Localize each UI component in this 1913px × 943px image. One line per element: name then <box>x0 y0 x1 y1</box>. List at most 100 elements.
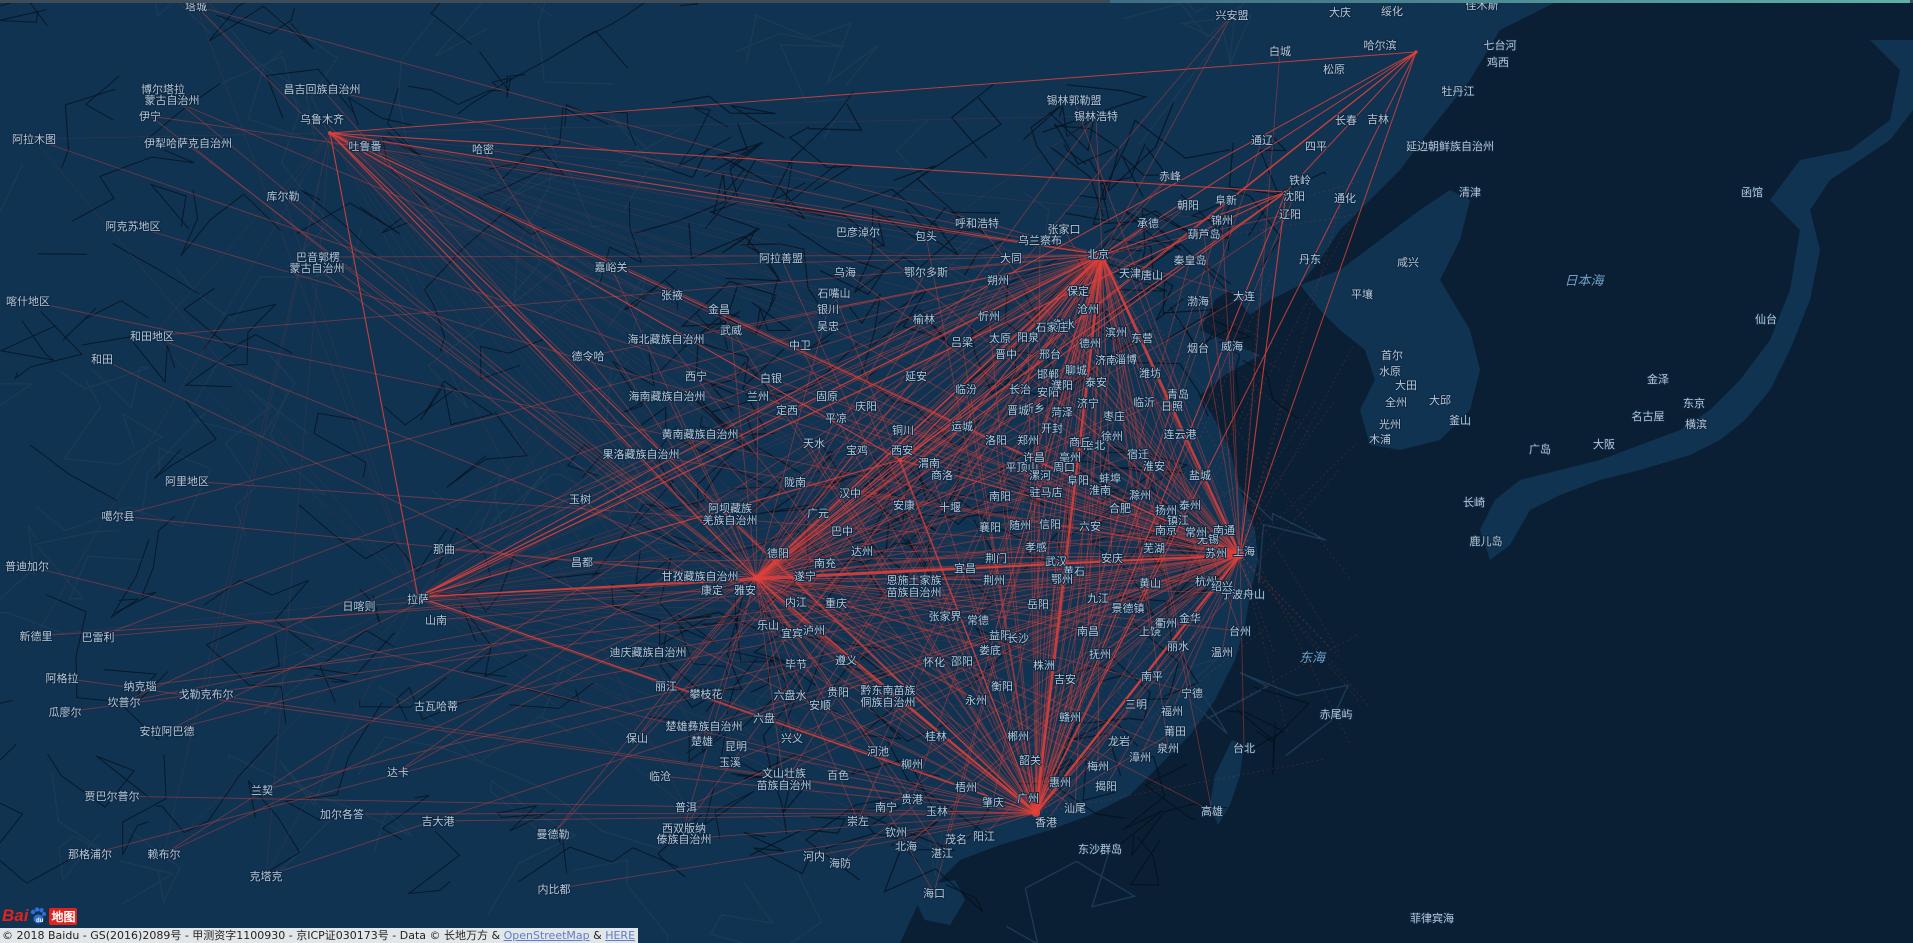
city-label[interactable]: 南昌 <box>1076 624 1100 639</box>
city-label[interactable]: 庆阳 <box>854 398 878 414</box>
hub-node-harbin[interactable] <box>1414 50 1418 54</box>
city-label[interactable]: 伊犁哈萨克自治州 <box>143 135 233 151</box>
city-label[interactable]: 丹东 <box>1298 252 1322 267</box>
city-label[interactable]: 秦皇岛 <box>1173 252 1208 268</box>
city-label[interactable]: 吕梁 <box>950 334 974 350</box>
city-label[interactable]: 阿拉木图 <box>11 131 57 147</box>
city-label[interactable]: 吐鲁番 <box>348 138 383 154</box>
city-label[interactable]: 七台河 <box>1483 37 1518 53</box>
city-label[interactable]: 娄底 <box>978 642 1002 658</box>
city-label[interactable]: 南平 <box>1140 669 1164 684</box>
city-label[interactable]: 全州 <box>1384 394 1408 410</box>
city-label[interactable]: 铜川 <box>891 422 915 438</box>
city-label[interactable]: 襄阳 <box>978 519 1002 535</box>
city-label[interactable]: 哈尔滨 <box>1363 37 1398 53</box>
city-label[interactable]: 雅安 <box>733 582 757 598</box>
city-label[interactable]: 大同 <box>999 250 1023 266</box>
city-label[interactable]: 金昌 <box>707 301 731 317</box>
city-label[interactable]: 宿迁 <box>1126 446 1150 462</box>
city-label[interactable]: 达州 <box>850 544 874 559</box>
city-label[interactable]: 连云港 <box>1163 427 1198 442</box>
city-label[interactable]: 常德 <box>966 612 990 628</box>
city-label[interactable]: 延边朝鲜族自治州 <box>1405 138 1495 154</box>
city-label[interactable]: 大庆 <box>1328 4 1352 20</box>
city-label[interactable]: 孝感 <box>1024 540 1048 555</box>
city-label[interactable]: 塔城 <box>184 0 208 14</box>
city-label[interactable]: 北京 <box>1086 246 1110 262</box>
city-label[interactable]: 南京 <box>1154 522 1178 538</box>
city-label[interactable]: 无锡 <box>1196 531 1220 547</box>
city-label[interactable]: 丽水 <box>1166 639 1190 654</box>
city-label[interactable]: 保山 <box>625 730 649 746</box>
city-label[interactable]: 昌吉回族自治州 <box>283 81 362 97</box>
city-label[interactable]: 临沂 <box>1132 394 1156 410</box>
city-label[interactable]: 安康 <box>892 497 916 513</box>
city-label[interactable]: 银川 <box>816 301 840 317</box>
city-label[interactable]: 荆门 <box>984 550 1008 566</box>
city-label[interactable]: 安庆 <box>1100 550 1124 566</box>
city-label[interactable]: 广州 <box>1016 791 1040 806</box>
city-label[interactable]: 天津 <box>1118 266 1142 281</box>
city-label[interactable]: 陇南 <box>783 474 807 490</box>
city-label[interactable]: 邢台 <box>1038 346 1062 362</box>
city-label[interactable]: 荆州 <box>982 573 1006 588</box>
city-label[interactable]: 梅州 <box>1086 758 1110 774</box>
city-label[interactable]: 平壤 <box>1350 286 1374 302</box>
city-label[interactable]: 海防 <box>828 855 852 871</box>
city-label[interactable]: 咸兴 <box>1396 255 1420 270</box>
city-label[interactable]: 锡林郭勒盟 <box>1046 92 1103 108</box>
city-label[interactable]: 光州 <box>1378 416 1402 432</box>
city-label[interactable]: 新乡 <box>1022 400 1046 416</box>
city-label[interactable]: 葫芦岛 <box>1187 226 1222 242</box>
city-label[interactable]: 拉萨 <box>406 591 430 607</box>
city-label[interactable]: 舟山 <box>1242 586 1266 602</box>
city-label[interactable]: 淮北 <box>1082 438 1106 453</box>
city-label[interactable]: 普迪加尔 <box>4 558 50 574</box>
city-label[interactable]: 宁德 <box>1180 685 1204 701</box>
city-label[interactable]: 兰契 <box>250 782 274 798</box>
city-label[interactable]: 保定 <box>1066 283 1090 299</box>
city-label[interactable]: 鸡西 <box>1486 54 1510 70</box>
city-label[interactable]: 烟台 <box>1186 340 1210 356</box>
city-label[interactable]: 武威 <box>719 323 743 338</box>
city-label[interactable]: 定西 <box>775 402 799 418</box>
city-label[interactable]: 傣族自治州 <box>656 831 713 847</box>
city-label[interactable]: 内江 <box>784 594 808 610</box>
city-label[interactable]: 黄石 <box>1062 563 1086 579</box>
city-label[interactable]: 玉树 <box>568 491 592 507</box>
city-label[interactable]: 漯河 <box>1028 468 1052 483</box>
city-label[interactable]: 河池 <box>866 744 890 759</box>
city-label[interactable]: 侗族自治州 <box>860 694 917 710</box>
city-label[interactable]: 大田 <box>1394 377 1418 393</box>
city-label[interactable]: 鄂州 <box>1050 572 1074 587</box>
city-label[interactable]: 常州 <box>1184 525 1208 540</box>
city-label[interactable]: 楚雄 <box>690 733 714 749</box>
city-label[interactable]: 阜新 <box>1214 192 1238 208</box>
city-label[interactable]: 晋城 <box>1006 403 1030 418</box>
city-label[interactable]: 乌兰察布 <box>1017 232 1063 248</box>
city-label[interactable]: 阿拉善盟 <box>758 250 804 266</box>
city-label[interactable]: 三明 <box>1124 697 1148 712</box>
city-label[interactable]: 锡林浩特 <box>1073 108 1119 124</box>
city-label[interactable]: 德州 <box>1078 335 1102 351</box>
city-label[interactable]: 木浦 <box>1368 432 1392 447</box>
city-label[interactable]: 重庆 <box>824 595 848 611</box>
city-label[interactable]: 巴彦淖尔 <box>835 224 881 240</box>
city-label[interactable]: 福州 <box>1160 703 1184 719</box>
city-label[interactable]: 枣庄 <box>1102 408 1126 424</box>
city-label[interactable]: 阿格拉 <box>45 670 80 686</box>
city-label[interactable]: 开封 <box>1040 420 1064 436</box>
city-label[interactable]: 东京 <box>1682 395 1706 411</box>
city-label[interactable]: 蒙古自治州 <box>144 92 201 108</box>
city-label[interactable]: 十堰 <box>938 499 962 515</box>
hub-node-chengdu[interactable] <box>752 574 760 582</box>
city-label[interactable]: 曼德勒 <box>536 826 571 842</box>
city-label[interactable]: 阿克苏地区 <box>105 219 162 234</box>
city-label[interactable]: 沧州 <box>1076 301 1100 317</box>
city-label[interactable]: 吉安 <box>1053 671 1077 687</box>
city-label[interactable]: 南阳 <box>988 489 1012 504</box>
city-label[interactable]: 贵港 <box>900 792 924 807</box>
hub-node-xian[interactable] <box>898 458 902 462</box>
city-label[interactable]: 博尔塔拉 <box>140 81 186 97</box>
city-label[interactable]: 金泽 <box>1646 371 1670 387</box>
